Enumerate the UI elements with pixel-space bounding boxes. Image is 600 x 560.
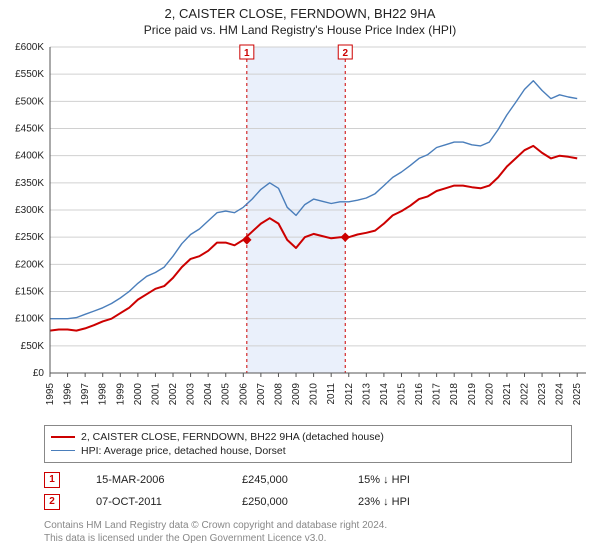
event-diff: 15% ↓ HPI — [358, 474, 448, 486]
event-row: 2 07-OCT-2011 £250,000 23% ↓ HPI — [44, 491, 572, 513]
svg-text:2019: 2019 — [467, 382, 478, 405]
svg-text:£600K: £600K — [15, 42, 44, 53]
footer: Contains HM Land Registry data © Crown c… — [44, 519, 572, 545]
svg-text:£500K: £500K — [15, 96, 44, 107]
svg-text:2009: 2009 — [291, 382, 302, 405]
svg-text:2011: 2011 — [326, 382, 337, 404]
event-date: 07-OCT-2011 — [96, 496, 206, 508]
event-marker-2: 2 — [44, 494, 60, 510]
svg-text:£50K: £50K — [21, 341, 45, 352]
svg-text:2021: 2021 — [502, 382, 513, 405]
page-subtitle: Price paid vs. HM Land Registry's House … — [0, 23, 600, 41]
svg-text:£100K: £100K — [15, 314, 44, 325]
svg-text:1995: 1995 — [45, 382, 56, 405]
footer-line: Contains HM Land Registry data © Crown c… — [44, 519, 572, 532]
page: 2, CAISTER CLOSE, FERNDOWN, BH22 9HA Pri… — [0, 0, 600, 560]
svg-text:£400K: £400K — [15, 151, 44, 162]
events-table: 1 15-MAR-2006 £245,000 15% ↓ HPI 2 07-OC… — [44, 469, 572, 513]
svg-text:2002: 2002 — [168, 382, 179, 405]
svg-text:2015: 2015 — [396, 382, 407, 405]
svg-text:2025: 2025 — [572, 382, 583, 405]
svg-text:1997: 1997 — [80, 382, 91, 405]
svg-text:1998: 1998 — [98, 382, 109, 405]
legend-label: HPI: Average price, detached house, Dors… — [81, 445, 286, 457]
svg-text:£300K: £300K — [15, 205, 44, 216]
svg-text:2007: 2007 — [256, 382, 267, 405]
svg-text:2005: 2005 — [221, 382, 232, 405]
svg-text:2: 2 — [342, 48, 348, 59]
svg-text:£0: £0 — [33, 368, 45, 379]
footer-line: This data is licensed under the Open Gov… — [44, 532, 572, 545]
svg-text:£350K: £350K — [15, 178, 44, 189]
legend: 2, CAISTER CLOSE, FERNDOWN, BH22 9HA (de… — [44, 425, 572, 463]
event-price: £250,000 — [242, 496, 322, 508]
svg-text:2022: 2022 — [519, 382, 530, 405]
svg-text:2003: 2003 — [186, 382, 197, 405]
svg-text:2010: 2010 — [309, 382, 320, 405]
legend-swatch — [51, 450, 75, 451]
price-chart: £0 £50K £100K £150K £200K £250K £300K £350K £400… — [0, 41, 600, 421]
svg-text:£200K: £200K — [15, 259, 44, 270]
event-row: 1 15-MAR-2006 £245,000 15% ↓ HPI — [44, 469, 572, 491]
svg-text:£150K: £150K — [15, 286, 44, 297]
legend-item: HPI: Average price, detached house, Dors… — [51, 444, 565, 458]
event-price: £245,000 — [242, 474, 322, 486]
legend-label: 2, CAISTER CLOSE, FERNDOWN, BH22 9HA (de… — [81, 431, 384, 443]
legend-swatch — [51, 436, 75, 438]
svg-text:£250K: £250K — [15, 232, 44, 243]
svg-text:2017: 2017 — [432, 382, 443, 405]
legend-item: 2, CAISTER CLOSE, FERNDOWN, BH22 9HA (de… — [51, 430, 565, 444]
svg-text:2024: 2024 — [555, 382, 566, 405]
page-title: 2, CAISTER CLOSE, FERNDOWN, BH22 9HA — [0, 0, 600, 23]
svg-text:1: 1 — [244, 48, 250, 59]
event-diff: 23% ↓ HPI — [358, 496, 448, 508]
svg-text:2004: 2004 — [203, 382, 214, 405]
svg-text:2012: 2012 — [344, 382, 355, 405]
svg-text:2013: 2013 — [361, 382, 372, 405]
svg-text:£550K: £550K — [15, 69, 44, 80]
svg-text:2006: 2006 — [238, 382, 249, 405]
svg-text:2001: 2001 — [150, 382, 161, 405]
svg-text:2014: 2014 — [379, 382, 390, 405]
svg-text:1999: 1999 — [115, 382, 126, 405]
svg-text:2023: 2023 — [537, 382, 548, 405]
svg-text:2018: 2018 — [449, 382, 460, 405]
svg-text:2020: 2020 — [484, 382, 495, 405]
svg-text:£450K: £450K — [15, 123, 44, 134]
svg-text:2008: 2008 — [273, 382, 284, 405]
svg-text:2000: 2000 — [133, 382, 144, 405]
event-date: 15-MAR-2006 — [96, 474, 206, 486]
event-marker-1: 1 — [44, 472, 60, 488]
svg-text:1996: 1996 — [63, 382, 74, 405]
svg-text:2016: 2016 — [414, 382, 425, 405]
